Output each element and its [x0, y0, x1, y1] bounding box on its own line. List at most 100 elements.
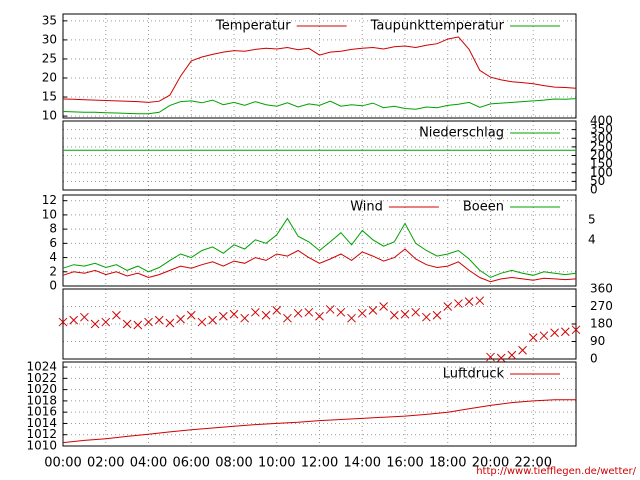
scatter-point: [293, 308, 303, 318]
x-tick-label: 20:00: [472, 456, 509, 471]
panel-frame: [62, 288, 577, 360]
y-tick-label: 1014: [26, 416, 57, 430]
scatter-point: [101, 317, 111, 327]
scatter-point: [464, 297, 474, 306]
y-tick-label: 250: [590, 139, 613, 153]
scatter-point: [122, 319, 132, 329]
scatter-point: [368, 306, 378, 315]
y-tick-label: 10: [42, 207, 57, 221]
scatter-point: [229, 309, 239, 319]
scatter-point: [560, 327, 570, 337]
scatter-point: [475, 296, 485, 306]
y-tick-label: 0: [49, 279, 57, 293]
x-tick-label: 14:00: [344, 456, 381, 471]
scatter-point: [304, 307, 314, 317]
scatter-point: [325, 305, 335, 314]
scatter-point: [154, 315, 164, 325]
y-tick-label: 360: [590, 282, 613, 296]
scatter-point: [144, 317, 153, 327]
data-line: [62, 36, 577, 103]
scatter-point: [379, 302, 388, 311]
scatter-point: [518, 345, 527, 355]
scatter-point: [186, 310, 196, 320]
x-tick-label: 02:00: [87, 456, 124, 471]
y-tick-label: 350: [590, 122, 613, 136]
y-tick-label: 300: [590, 131, 613, 145]
scatter-point: [80, 312, 89, 322]
y-tick-label: 270: [590, 299, 613, 313]
scatter-point: [411, 307, 421, 317]
scatter-point: [336, 307, 346, 317]
scatter-point: [208, 315, 217, 325]
scatter-point: [486, 352, 495, 362]
scatter-point: [218, 311, 228, 321]
scatter-point: [496, 353, 506, 363]
marks: [58, 296, 581, 363]
y-tick-label: 30: [42, 32, 57, 46]
scatter-point: [528, 333, 538, 342]
y-tick-label: 100: [590, 165, 613, 179]
scatter-point: [58, 317, 68, 327]
y-tick-label: 8: [49, 222, 57, 236]
scatter-point: [283, 313, 292, 323]
legend-label: Wind: [350, 200, 383, 215]
data-line: [62, 399, 576, 444]
panel-frame: [62, 13, 577, 119]
x-tick-label: 12:00: [301, 456, 338, 471]
y-tick-label: 400: [590, 114, 613, 128]
scatter-point: [112, 310, 121, 320]
y-tick-label: 1020: [26, 382, 57, 396]
legend-label: Taupunkttemperatur: [370, 19, 505, 34]
y2-tick-label: 5: [588, 212, 596, 226]
legend-label: Temperatur: [215, 19, 291, 34]
scatter-point: [315, 311, 324, 321]
data-line: [62, 248, 577, 283]
scatter-point: [400, 309, 410, 319]
legend-label: Niederschlag: [419, 126, 504, 141]
y-tick-label: 180: [590, 317, 613, 331]
x-tick-label: 18:00: [429, 456, 466, 471]
scatter-point: [240, 313, 250, 323]
x-tick-label: 10:00: [258, 456, 295, 471]
x-tick-label: 16:00: [386, 456, 423, 471]
y-tick-label: 0: [590, 352, 598, 366]
scatter-point: [357, 308, 367, 318]
y-tick-label: 15: [42, 90, 57, 104]
y-tick-label: 10: [42, 109, 57, 123]
y-tick-label: 90: [590, 334, 605, 348]
source-link: http://www.tiefflegen.de/wetter/: [476, 466, 636, 477]
data-line: [62, 217, 577, 279]
x-tick-label: 04:00: [130, 456, 167, 471]
x-tick-label: 22:00: [515, 456, 552, 471]
x-tick-label: 00:00: [44, 456, 81, 471]
y-tick-label: 50: [590, 174, 605, 188]
x-tick-label: 06:00: [173, 456, 210, 471]
y-tick-label: 6: [49, 236, 57, 250]
panel-frame: [62, 194, 577, 287]
scatter-point: [422, 312, 431, 322]
x-tick-label: 08:00: [215, 456, 252, 471]
scatter-point: [90, 319, 100, 329]
scatter-point: [454, 299, 463, 308]
scatter-point: [550, 328, 559, 338]
y-tick-label: 1024: [26, 360, 57, 374]
scatter-point: [272, 306, 282, 315]
legend-label: Luftdruck: [443, 367, 505, 382]
y-tick-label: 1022: [26, 371, 57, 385]
y-tick-label: 200: [590, 148, 613, 162]
scatter-point: [165, 318, 175, 328]
panel-frame: [62, 361, 577, 447]
y-tick-label: 2: [49, 264, 57, 278]
y-tick-label: 0: [590, 183, 598, 197]
y-tick-label: 1018: [26, 393, 57, 407]
y-tick-label: 4: [49, 250, 57, 264]
marks: [62, 399, 576, 444]
scatter-point: [133, 320, 143, 330]
y-tick-label: 1016: [26, 405, 57, 419]
scatter-point: [571, 325, 581, 335]
scatter-point: [507, 350, 517, 360]
marks: [62, 217, 577, 283]
y-tick-label: 12: [42, 193, 57, 207]
scatter-point: [69, 315, 79, 325]
